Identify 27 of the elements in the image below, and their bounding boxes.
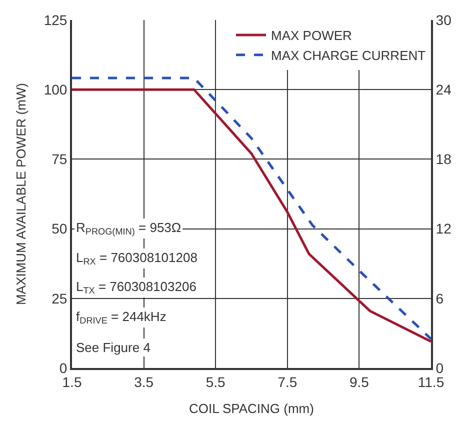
y-tick-label: 125 [44, 12, 68, 28]
legend-label: MAX CHARGE CURRENT [271, 48, 426, 63]
x-tick-label: 3.5 [134, 374, 154, 390]
y-tick-label: 75 [52, 151, 68, 168]
annotation: R$_{PROG(MIN)}$ = 953Ω [76, 220, 182, 237]
legend-label: MAX POWER [271, 28, 352, 44]
y2-tick-label: 30 [436, 12, 452, 28]
y2-tick-label: 6 [436, 290, 444, 306]
x-tick-label: 1.5 [62, 374, 82, 390]
annotation: L$_{TX}$ = 760308103206 [76, 279, 196, 296]
annotation: See Figure 4 [76, 340, 150, 355]
x-tick-label: 9.5 [349, 374, 370, 390]
x-tick-label: 5.5 [206, 374, 226, 390]
x-tick-label: 7.5 [278, 374, 298, 390]
x-tick-label: 11.5 [418, 374, 444, 390]
y2-tick-label: 24 [436, 82, 452, 98]
y2-tick-label: 18 [436, 151, 452, 168]
x-axis-title: COIL SPACING (mm) [189, 400, 314, 416]
y2-tick-label: 12 [436, 220, 452, 237]
annotation: f$_{DRIVE}$ = 244kHz [76, 309, 166, 326]
y-tick-label: 50 [52, 220, 68, 237]
annotation: L$_{RX}$ = 760308101208 [76, 250, 198, 267]
y-tick-label: 25 [52, 290, 68, 306]
y-tick-label: 0 [59, 360, 68, 376]
y-axis-title: MAXIMUM AVAILABLE POWER (mW) [13, 83, 28, 305]
y-tick-label: 100 [44, 82, 68, 98]
y2-tick-label: 0 [436, 360, 444, 376]
